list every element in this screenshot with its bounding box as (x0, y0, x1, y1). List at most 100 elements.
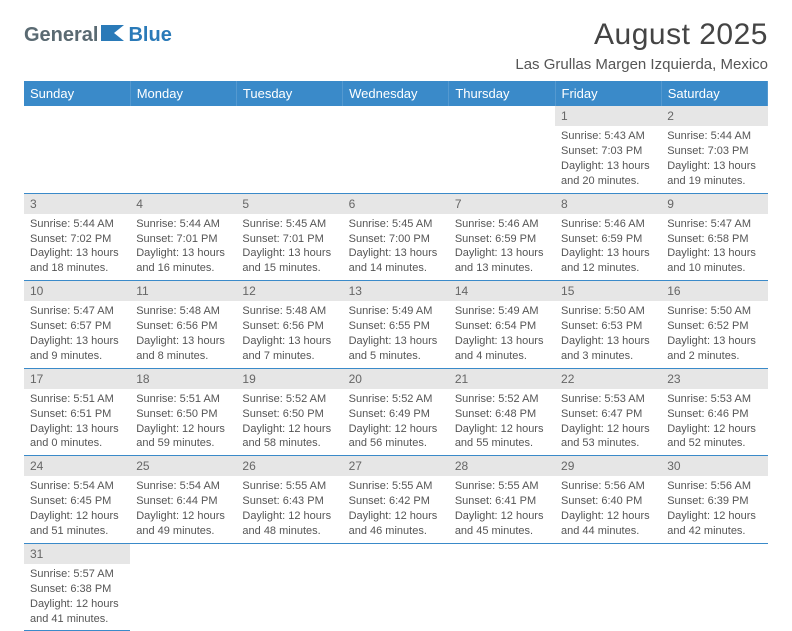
daylight-text: Daylight: 12 hours and 45 minutes. (455, 509, 549, 539)
sunrise-text: Sunrise: 5:44 AM (667, 129, 761, 144)
calendar-day-cell: 21Sunrise: 5:52 AMSunset: 6:48 PMDayligh… (449, 368, 555, 456)
sunset-text: Sunset: 6:42 PM (349, 494, 443, 509)
sunset-text: Sunset: 6:55 PM (349, 319, 443, 334)
sunset-text: Sunset: 6:51 PM (30, 407, 124, 422)
sunset-text: Sunset: 6:45 PM (30, 494, 124, 509)
sunrise-text: Sunrise: 5:46 AM (561, 217, 655, 232)
day-details: Sunrise: 5:44 AMSunset: 7:03 PMDaylight:… (661, 126, 767, 192)
sunrise-text: Sunrise: 5:51 AM (136, 392, 230, 407)
calendar-day-cell: 20Sunrise: 5:52 AMSunset: 6:49 PMDayligh… (343, 368, 449, 456)
calendar-week-row: 31Sunrise: 5:57 AMSunset: 6:38 PMDayligh… (24, 543, 768, 631)
daylight-text: Daylight: 13 hours and 10 minutes. (667, 246, 761, 276)
weekday-header: Friday (555, 81, 661, 106)
day-number: 28 (449, 456, 555, 476)
day-number: 4 (130, 194, 236, 214)
sunrise-text: Sunrise: 5:56 AM (667, 479, 761, 494)
daylight-text: Daylight: 12 hours and 55 minutes. (455, 422, 549, 452)
calendar-day-cell: 2Sunrise: 5:44 AMSunset: 7:03 PMDaylight… (661, 106, 767, 193)
sunrise-text: Sunrise: 5:44 AM (30, 217, 124, 232)
sunset-text: Sunset: 7:02 PM (30, 232, 124, 247)
calendar-day-cell (555, 543, 661, 631)
sunrise-text: Sunrise: 5:52 AM (349, 392, 443, 407)
calendar-table: Sunday Monday Tuesday Wednesday Thursday… (24, 81, 768, 631)
calendar-day-cell: 3Sunrise: 5:44 AMSunset: 7:02 PMDaylight… (24, 193, 130, 281)
calendar-day-cell (130, 543, 236, 631)
daylight-text: Daylight: 13 hours and 8 minutes. (136, 334, 230, 364)
day-details: Sunrise: 5:49 AMSunset: 6:54 PMDaylight:… (449, 301, 555, 367)
daylight-text: Daylight: 13 hours and 9 minutes. (30, 334, 124, 364)
calendar-day-cell: 24Sunrise: 5:54 AMSunset: 6:45 PMDayligh… (24, 456, 130, 544)
sunset-text: Sunset: 6:59 PM (561, 232, 655, 247)
day-number: 27 (343, 456, 449, 476)
day-number: 9 (661, 194, 767, 214)
calendar-day-cell: 9Sunrise: 5:47 AMSunset: 6:58 PMDaylight… (661, 193, 767, 281)
sunrise-text: Sunrise: 5:54 AM (136, 479, 230, 494)
weekday-header: Thursday (449, 81, 555, 106)
sunrise-text: Sunrise: 5:56 AM (561, 479, 655, 494)
day-number: 15 (555, 281, 661, 301)
day-details: Sunrise: 5:50 AMSunset: 6:53 PMDaylight:… (555, 301, 661, 367)
calendar-day-cell: 11Sunrise: 5:48 AMSunset: 6:56 PMDayligh… (130, 281, 236, 369)
flag-icon (100, 24, 126, 47)
sunset-text: Sunset: 6:53 PM (561, 319, 655, 334)
day-number: 17 (24, 369, 130, 389)
sunrise-text: Sunrise: 5:50 AM (561, 304, 655, 319)
sunset-text: Sunset: 6:41 PM (455, 494, 549, 509)
daylight-text: Daylight: 13 hours and 20 minutes. (561, 159, 655, 189)
daylight-text: Daylight: 12 hours and 58 minutes. (242, 422, 336, 452)
logo-text-blue: Blue (128, 24, 171, 47)
calendar-day-cell: 6Sunrise: 5:45 AMSunset: 7:00 PMDaylight… (343, 193, 449, 281)
day-details: Sunrise: 5:44 AMSunset: 7:02 PMDaylight:… (24, 214, 130, 280)
day-details: Sunrise: 5:52 AMSunset: 6:50 PMDaylight:… (236, 389, 342, 455)
daylight-text: Daylight: 12 hours and 49 minutes. (136, 509, 230, 539)
day-number: 29 (555, 456, 661, 476)
day-details: Sunrise: 5:46 AMSunset: 6:59 PMDaylight:… (449, 214, 555, 280)
calendar-day-cell: 19Sunrise: 5:52 AMSunset: 6:50 PMDayligh… (236, 368, 342, 456)
weekday-header: Saturday (661, 81, 767, 106)
sunset-text: Sunset: 6:50 PM (136, 407, 230, 422)
daylight-text: Daylight: 12 hours and 59 minutes. (136, 422, 230, 452)
daylight-text: Daylight: 12 hours and 52 minutes. (667, 422, 761, 452)
daylight-text: Daylight: 12 hours and 56 minutes. (349, 422, 443, 452)
day-details: Sunrise: 5:55 AMSunset: 6:41 PMDaylight:… (449, 476, 555, 542)
day-number: 13 (343, 281, 449, 301)
day-details: Sunrise: 5:53 AMSunset: 6:47 PMDaylight:… (555, 389, 661, 455)
day-details: Sunrise: 5:50 AMSunset: 6:52 PMDaylight:… (661, 301, 767, 367)
sunrise-text: Sunrise: 5:49 AM (455, 304, 549, 319)
day-number: 12 (236, 281, 342, 301)
daylight-text: Daylight: 13 hours and 3 minutes. (561, 334, 655, 364)
calendar-day-cell: 12Sunrise: 5:48 AMSunset: 6:56 PMDayligh… (236, 281, 342, 369)
day-number: 23 (661, 369, 767, 389)
sunset-text: Sunset: 7:03 PM (667, 144, 761, 159)
logo: General Blue (24, 24, 172, 47)
sunset-text: Sunset: 6:50 PM (242, 407, 336, 422)
sunset-text: Sunset: 6:46 PM (667, 407, 761, 422)
day-number: 6 (343, 194, 449, 214)
daylight-text: Daylight: 13 hours and 18 minutes. (30, 246, 124, 276)
daylight-text: Daylight: 12 hours and 51 minutes. (30, 509, 124, 539)
title-block: August 2025 Las Grullas Margen Izquierda… (515, 18, 768, 73)
sunset-text: Sunset: 7:01 PM (242, 232, 336, 247)
sunrise-text: Sunrise: 5:57 AM (30, 567, 124, 582)
calendar-day-cell: 5Sunrise: 5:45 AMSunset: 7:01 PMDaylight… (236, 193, 342, 281)
daylight-text: Daylight: 13 hours and 4 minutes. (455, 334, 549, 364)
daylight-text: Daylight: 12 hours and 44 minutes. (561, 509, 655, 539)
day-number: 21 (449, 369, 555, 389)
calendar-week-row: 3Sunrise: 5:44 AMSunset: 7:02 PMDaylight… (24, 193, 768, 281)
calendar-day-cell: 25Sunrise: 5:54 AMSunset: 6:44 PMDayligh… (130, 456, 236, 544)
sunrise-text: Sunrise: 5:47 AM (30, 304, 124, 319)
daylight-text: Daylight: 12 hours and 53 minutes. (561, 422, 655, 452)
daylight-text: Daylight: 13 hours and 7 minutes. (242, 334, 336, 364)
sunset-text: Sunset: 6:49 PM (349, 407, 443, 422)
calendar-day-cell: 7Sunrise: 5:46 AMSunset: 6:59 PMDaylight… (449, 193, 555, 281)
sunrise-text: Sunrise: 5:50 AM (667, 304, 761, 319)
calendar-week-row: 24Sunrise: 5:54 AMSunset: 6:45 PMDayligh… (24, 456, 768, 544)
calendar-day-cell (343, 106, 449, 193)
calendar-day-cell (24, 106, 130, 193)
calendar-day-cell (449, 106, 555, 193)
daylight-text: Daylight: 13 hours and 2 minutes. (667, 334, 761, 364)
sunrise-text: Sunrise: 5:43 AM (561, 129, 655, 144)
sunset-text: Sunset: 7:00 PM (349, 232, 443, 247)
page: General Blue August 2025 Las Grullas Mar… (0, 0, 792, 612)
sunrise-text: Sunrise: 5:53 AM (561, 392, 655, 407)
